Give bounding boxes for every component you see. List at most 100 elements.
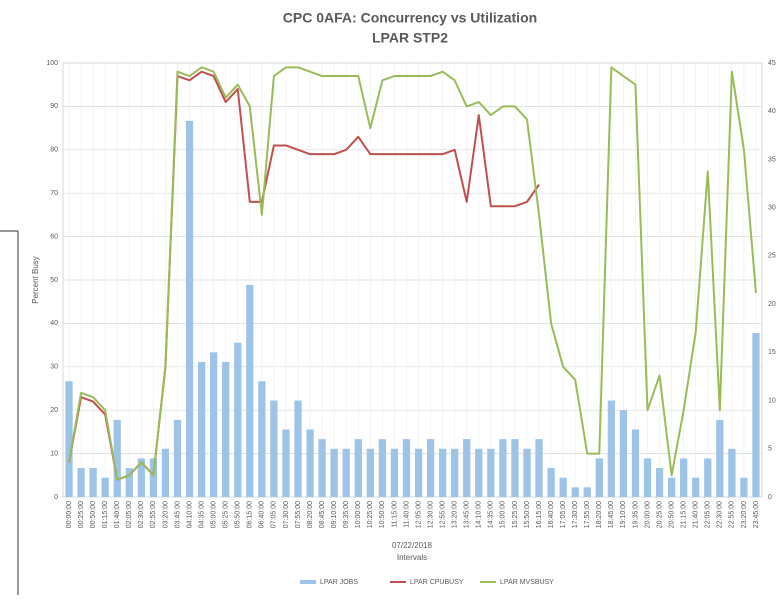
y2-tick-label: 15 (768, 349, 776, 356)
x-tick-label: 21:40:00 (693, 501, 700, 528)
bar (547, 468, 555, 497)
x-tick-label: 23:45:00 (753, 501, 760, 528)
x-tick-label: 07:55:00 (295, 501, 302, 528)
bar (366, 448, 374, 497)
bar (511, 439, 519, 497)
legend-label: LPAR CPUBUSY (410, 579, 464, 586)
bar (390, 448, 399, 497)
x-tick-label: 08:45:00 (319, 501, 326, 528)
x-tick-label: 22:30:00 (717, 501, 724, 528)
x-tick-label: 05:25:00 (223, 501, 230, 528)
x-tick-label: 08:20:00 (307, 501, 314, 528)
bar (667, 477, 676, 497)
bar (258, 381, 266, 497)
y-tick-label: 0 (54, 494, 58, 501)
bar (402, 439, 411, 497)
y2-tick-label: 0 (768, 494, 772, 501)
y2-tick-label: 30 (768, 205, 776, 212)
bar (306, 429, 314, 497)
x-tick-label: 06:15:00 (247, 501, 254, 528)
bar (728, 448, 736, 497)
x-tick-label: 15:25:00 (512, 501, 519, 528)
bar (222, 361, 230, 497)
y-tick-label: 90 (50, 103, 58, 110)
line (68, 66, 757, 481)
bar (77, 468, 85, 497)
x-tick-label: 15:50:00 (524, 501, 531, 528)
x-tick-label: 01:15:00 (102, 501, 109, 528)
y-tick-label: 30 (50, 364, 58, 371)
bar (607, 400, 615, 497)
x-tick-label: 12:30:00 (427, 501, 434, 528)
chart-title: CPC 0AFA: Concurrency vs Utilization (283, 10, 537, 26)
x-tick-label: 01:40:00 (114, 501, 121, 528)
line (68, 70, 540, 481)
bar (463, 439, 471, 497)
x-tick-label: 00:00:00 (66, 501, 73, 528)
bar (655, 468, 664, 497)
legend-label: LPAR JOBS (320, 579, 358, 586)
bar (631, 429, 640, 497)
x-tick-label: 17:30:00 (572, 501, 579, 528)
y-tick-label: 70 (50, 190, 58, 197)
x-tick-label: 11:40:00 (403, 501, 410, 528)
legend-swatch (300, 580, 316, 584)
bar (378, 439, 386, 497)
bar (318, 439, 326, 497)
bar (113, 419, 121, 497)
bar (210, 352, 218, 497)
y-tick-label: 10 (50, 450, 58, 457)
y-axis-label: Percent Busy (31, 256, 40, 304)
bar (149, 458, 158, 497)
bar (704, 458, 712, 497)
y-tick-label: 20 (50, 407, 58, 414)
x-tick-label: 11:15:00 (391, 501, 398, 528)
x-tick-label: 02:05:00 (126, 501, 133, 528)
bar (752, 333, 760, 497)
x-tick-label: 05:50:00 (235, 501, 242, 528)
bar (294, 400, 302, 497)
x-tick-label: 22:05:00 (705, 501, 712, 528)
x-tick-label: 12:05:00 (415, 501, 422, 528)
bar (342, 448, 350, 497)
y-tick-label: 60 (50, 233, 58, 240)
y2-tick-label: 20 (768, 301, 776, 308)
x-tick-label: 04:10:00 (186, 501, 193, 528)
bar (451, 448, 459, 497)
bar (643, 458, 652, 497)
y2-tick-label: 35 (768, 156, 776, 163)
x-tick-label: 02:30:00 (138, 501, 145, 528)
x-tick-label: 10:00:00 (355, 501, 362, 528)
bar (487, 448, 495, 497)
x-tick-label: 14:10:00 (476, 501, 483, 528)
bar (185, 120, 194, 497)
bar (161, 448, 170, 497)
bar (619, 410, 628, 497)
x-tick-label: 05:00:00 (210, 501, 217, 528)
x-tick-label: 22:55:00 (729, 501, 736, 528)
x-tick-label: 09:10:00 (331, 501, 338, 528)
y2-tick-label: 25 (768, 253, 776, 260)
bar (740, 477, 748, 497)
x-tick-label: 19:10:00 (620, 501, 627, 528)
bar (571, 487, 579, 497)
bar (173, 419, 182, 497)
x-tick-label: 09:35:00 (343, 501, 350, 528)
bar (65, 381, 73, 497)
y-tick-label: 40 (50, 320, 58, 327)
bar (475, 448, 483, 497)
bar (595, 458, 603, 497)
bar (426, 439, 435, 497)
x-tick-label: 18:20:00 (596, 501, 603, 528)
bar (499, 439, 507, 497)
x-tick-label: 07:05:00 (271, 501, 278, 528)
bar (535, 439, 543, 497)
x-tick-label: 16:15:00 (536, 501, 543, 528)
bar (89, 468, 97, 497)
x-tick-label: 20:50:00 (668, 501, 675, 528)
legend-label: LPAR MVSBUSY (500, 579, 554, 586)
x-tick-label: 07:30:00 (283, 501, 290, 528)
bar (330, 448, 338, 497)
bar (716, 419, 724, 497)
y2-tick-label: 40 (768, 108, 776, 115)
